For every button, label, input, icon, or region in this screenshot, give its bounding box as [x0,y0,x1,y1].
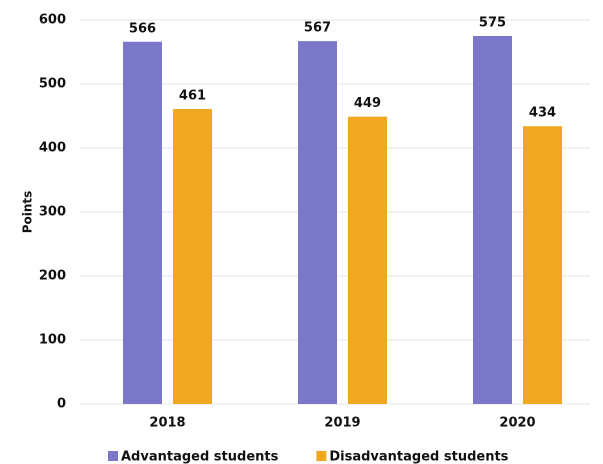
legend-label: Advantaged students [121,450,279,464]
y-axis-label: Points [21,191,35,234]
y-tick-label: 200 [39,269,66,284]
x-tick-label: 2020 [499,416,535,431]
bar [348,116,387,404]
bar [173,108,212,405]
bar [123,41,162,404]
data-label: 434 [529,106,556,121]
data-label: 575 [479,16,506,31]
bar [473,36,512,404]
legend-label: Disadvantaged students [329,450,508,464]
x-tick-label: 2018 [149,416,185,431]
legend-swatch [316,451,327,461]
data-label: 449 [354,96,381,111]
y-tick-label: 0 [57,397,66,412]
y-tick-label: 100 [39,333,66,348]
data-label: 567 [304,21,331,36]
data-label: 566 [129,21,156,36]
legend-swatch [108,451,118,461]
bar [298,41,337,405]
y-tick-label: 500 [39,77,66,92]
x-tick-label: 2019 [324,416,360,431]
bar [523,126,562,405]
y-tick-label: 600 [39,13,66,28]
y-tick-label: 300 [39,205,66,220]
data-label: 461 [179,88,206,103]
y-tick-label: 400 [39,141,66,156]
